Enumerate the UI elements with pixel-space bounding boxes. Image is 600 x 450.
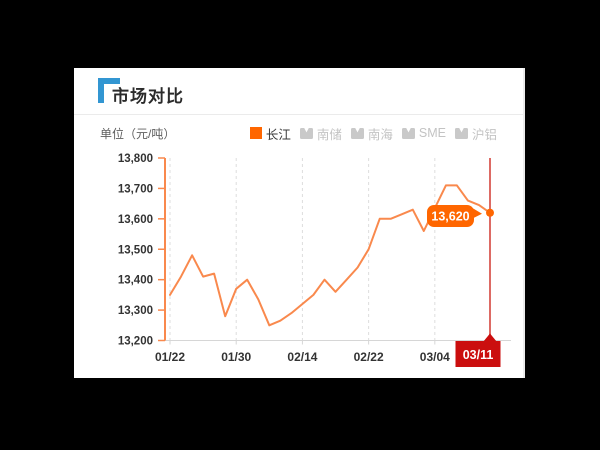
date-pointer-badge bbox=[455, 341, 501, 367]
y-axis-label: 13,300 bbox=[118, 305, 153, 317]
unit-label: 单位（元/吨） bbox=[100, 126, 176, 141]
price-chart[interactable]: 01/22 01/30 02/14 02/22 03/04 13,800 13,700 13,… bbox=[74, 68, 523, 378]
value-tooltip-text: 13,620 bbox=[431, 210, 469, 224]
header-divider bbox=[74, 114, 523, 115]
legend-square-icon bbox=[249, 127, 262, 139]
x-axis-label: 03/04 bbox=[420, 350, 450, 364]
y-axis-label: 13,500 bbox=[118, 244, 153, 256]
tooltip-caret-icon bbox=[472, 207, 482, 219]
date-pointer-badge-text: 03/11 bbox=[463, 348, 494, 362]
legend-item-nanchu[interactable]: 南储 bbox=[299, 124, 342, 143]
legend-label: 长江 bbox=[265, 127, 291, 142]
x-axis-label: 02/14 bbox=[287, 350, 317, 364]
highlight-dot[interactable] bbox=[486, 208, 494, 217]
value-tooltip bbox=[427, 205, 474, 227]
legend-label: SME bbox=[418, 126, 446, 140]
market-comparison-card: 市场对比 单位（元/吨） 长江 南储 南海 SME 沪铝 bbox=[74, 68, 525, 378]
y-axis-label: 13,600 bbox=[118, 214, 153, 226]
legend-series-icon bbox=[401, 127, 415, 139]
x-axis-label: 02/22 bbox=[354, 350, 384, 364]
x-axis-label: 01/22 bbox=[155, 350, 185, 364]
y-axis-label: 13,800 bbox=[118, 153, 153, 165]
legend-series-icon bbox=[350, 127, 364, 139]
legend-item-changjiang[interactable]: 长江 bbox=[249, 124, 291, 143]
legend-item-sme[interactable]: SME bbox=[401, 126, 446, 140]
legend-series-icon bbox=[454, 127, 468, 139]
legend: 长江 南储 南海 SME 沪铝 bbox=[249, 124, 497, 143]
series-line-changjiang bbox=[169, 184, 491, 327]
legend-item-nanhai[interactable]: 南海 bbox=[350, 124, 393, 143]
x-axis-label: 01/30 bbox=[221, 350, 251, 364]
legend-label: 沪铝 bbox=[471, 127, 497, 142]
legend-item-hulv[interactable]: 沪铝 bbox=[454, 124, 497, 143]
legend-label: 南海 bbox=[367, 127, 393, 142]
card-title: 市场对比 bbox=[112, 87, 184, 106]
title-corner-bracket-icon bbox=[98, 78, 120, 103]
chart-meta-row: 单位（元/吨） 长江 南储 南海 SME 沪铝 bbox=[100, 124, 497, 142]
y-axis-label: 13,400 bbox=[118, 275, 153, 287]
y-axis-label: 13,700 bbox=[118, 183, 153, 195]
y-axis-label: 13,200 bbox=[118, 336, 153, 348]
legend-label: 南储 bbox=[316, 127, 342, 142]
legend-series-icon bbox=[299, 127, 313, 139]
date-badge-caret-icon bbox=[483, 333, 497, 342]
